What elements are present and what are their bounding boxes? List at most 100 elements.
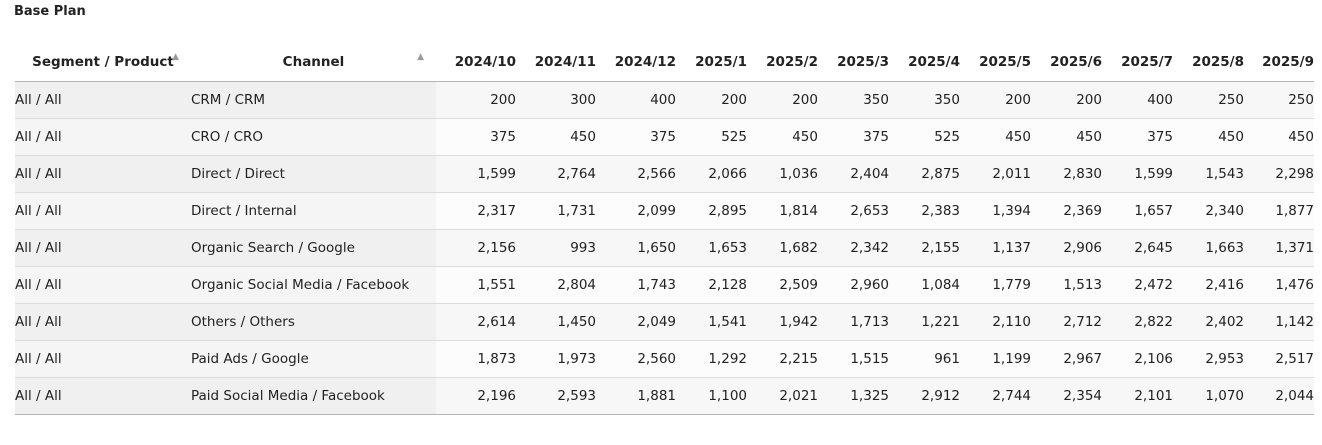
value-cell: 1,513 (1031, 266, 1102, 304)
value-cell: 1,199 (960, 340, 1031, 378)
value-cell: 2,566 (596, 155, 676, 193)
value-cell: 1,543 (1173, 155, 1244, 193)
value-cell: 1,036 (747, 155, 818, 193)
segment-cell: All / All (15, 229, 191, 267)
value-cell: 2,744 (960, 377, 1031, 415)
column-header-month[interactable]: 2024/12 (596, 43, 676, 82)
table-body: All / All CRM / CRM 200 300 400 200 200 350 350 2… (15, 81, 1314, 415)
value-cell: 450 (1173, 118, 1244, 156)
value-cell: 1,137 (960, 229, 1031, 267)
value-cell: 450 (960, 118, 1031, 156)
value-cell: 2,875 (889, 155, 960, 193)
column-header-month[interactable]: 2025/7 (1102, 43, 1173, 82)
value-cell: 200 (960, 81, 1031, 119)
value-cell: 2,128 (676, 266, 747, 304)
value-cell: 2,298 (1244, 155, 1314, 193)
value-cell: 2,106 (1102, 340, 1173, 378)
segment-cell: All / All (15, 155, 191, 193)
value-cell: 2,967 (1031, 340, 1102, 378)
channel-cell: Paid Social Media / Facebook (191, 377, 436, 415)
value-cell: 525 (676, 118, 747, 156)
column-header-label: Channel (282, 54, 345, 70)
value-cell: 1,814 (747, 192, 818, 230)
value-cell: 2,066 (676, 155, 747, 193)
column-header-segment[interactable]: Segment / Product ▲ (15, 43, 191, 82)
value-cell: 1,973 (516, 340, 596, 378)
value-cell: 2,049 (596, 303, 676, 341)
base-plan-table: Segment / Product ▲ Channel ▲ 2024/10 202… (15, 43, 1314, 415)
table-row[interactable]: All / All CRO / CRO 375 450 375 525 450 375 525 4… (15, 118, 1314, 156)
value-cell: 200 (436, 81, 516, 119)
sort-icon[interactable]: ▲ (172, 52, 179, 62)
value-cell: 2,804 (516, 266, 596, 304)
value-cell: 961 (889, 340, 960, 378)
value-cell: 1,541 (676, 303, 747, 341)
value-cell: 300 (516, 81, 596, 119)
column-header-month[interactable]: 2025/3 (818, 43, 889, 82)
segment-cell: All / All (15, 340, 191, 378)
value-cell: 2,215 (747, 340, 818, 378)
page-title: Base Plan (14, 4, 86, 19)
value-cell: 2,101 (1102, 377, 1173, 415)
column-header-month[interactable]: 2025/1 (676, 43, 747, 82)
value-cell: 1,142 (1244, 303, 1314, 341)
table-row[interactable]: All / All Paid Ads / Google 1,873 1,973 2,56… (15, 340, 1314, 378)
value-cell: 2,369 (1031, 192, 1102, 230)
table-row[interactable]: All / All Others / Others 2,614 1,450 2,049 1… (15, 303, 1314, 341)
column-header-month[interactable]: 2025/8 (1173, 43, 1244, 82)
value-cell: 375 (818, 118, 889, 156)
column-header-channel[interactable]: Channel ▲ (191, 43, 436, 82)
value-cell: 1,371 (1244, 229, 1314, 267)
value-cell: 1,877 (1244, 192, 1314, 230)
column-header-month[interactable]: 2024/11 (516, 43, 596, 82)
value-cell: 525 (889, 118, 960, 156)
column-header-month[interactable]: 2025/6 (1031, 43, 1102, 82)
table-row[interactable]: All / All Organic Search / Google 2,156 993… (15, 229, 1314, 267)
value-cell: 2,953 (1173, 340, 1244, 378)
value-cell: 2,822 (1102, 303, 1173, 341)
value-cell: 1,292 (676, 340, 747, 378)
column-header-month[interactable]: 2025/5 (960, 43, 1031, 82)
value-cell: 1,779 (960, 266, 1031, 304)
value-cell: 2,402 (1173, 303, 1244, 341)
table-row[interactable]: All / All Organic Social Media / Facebook… (15, 266, 1314, 304)
value-cell: 2,560 (596, 340, 676, 378)
value-cell: 350 (889, 81, 960, 119)
value-cell: 1,653 (676, 229, 747, 267)
value-cell: 1,650 (596, 229, 676, 267)
value-cell: 1,942 (747, 303, 818, 341)
value-cell: 2,830 (1031, 155, 1102, 193)
table-row[interactable]: All / All Direct / Direct 1,599 2,764 2,566 2… (15, 155, 1314, 193)
value-cell: 2,110 (960, 303, 1031, 341)
segment-cell: All / All (15, 266, 191, 304)
value-cell: 1,599 (1102, 155, 1173, 193)
table-row[interactable]: All / All Direct / Internal 2,317 1,731 2,09… (15, 192, 1314, 230)
sort-icon[interactable]: ▲ (417, 52, 424, 62)
value-cell: 2,342 (818, 229, 889, 267)
value-cell: 2,509 (747, 266, 818, 304)
value-cell: 450 (1244, 118, 1314, 156)
table-row[interactable]: All / All Paid Social Media / Facebook 2,1… (15, 377, 1314, 415)
value-cell: 1,551 (436, 266, 516, 304)
channel-cell: CRM / CRM (191, 81, 436, 119)
value-cell: 1,682 (747, 229, 818, 267)
value-cell: 1,881 (596, 377, 676, 415)
column-header-month[interactable]: 2025/4 (889, 43, 960, 82)
column-header-month[interactable]: 2025/9 (1244, 43, 1314, 82)
value-cell: 1,873 (436, 340, 516, 378)
value-cell: 2,960 (818, 266, 889, 304)
table-row[interactable]: All / All CRM / CRM 200 300 400 200 200 350 350 2… (15, 81, 1314, 119)
column-header-month[interactable]: 2025/2 (747, 43, 818, 82)
value-cell: 2,614 (436, 303, 516, 341)
channel-cell: Direct / Internal (191, 192, 436, 230)
value-cell: 1,325 (818, 377, 889, 415)
value-cell: 2,416 (1173, 266, 1244, 304)
header-row: Segment / Product ▲ Channel ▲ 2024/10 202… (15, 43, 1314, 82)
value-cell: 2,764 (516, 155, 596, 193)
value-cell: 2,156 (436, 229, 516, 267)
value-cell: 2,712 (1031, 303, 1102, 341)
value-cell: 450 (516, 118, 596, 156)
column-header-month[interactable]: 2024/10 (436, 43, 516, 82)
value-cell: 450 (1031, 118, 1102, 156)
